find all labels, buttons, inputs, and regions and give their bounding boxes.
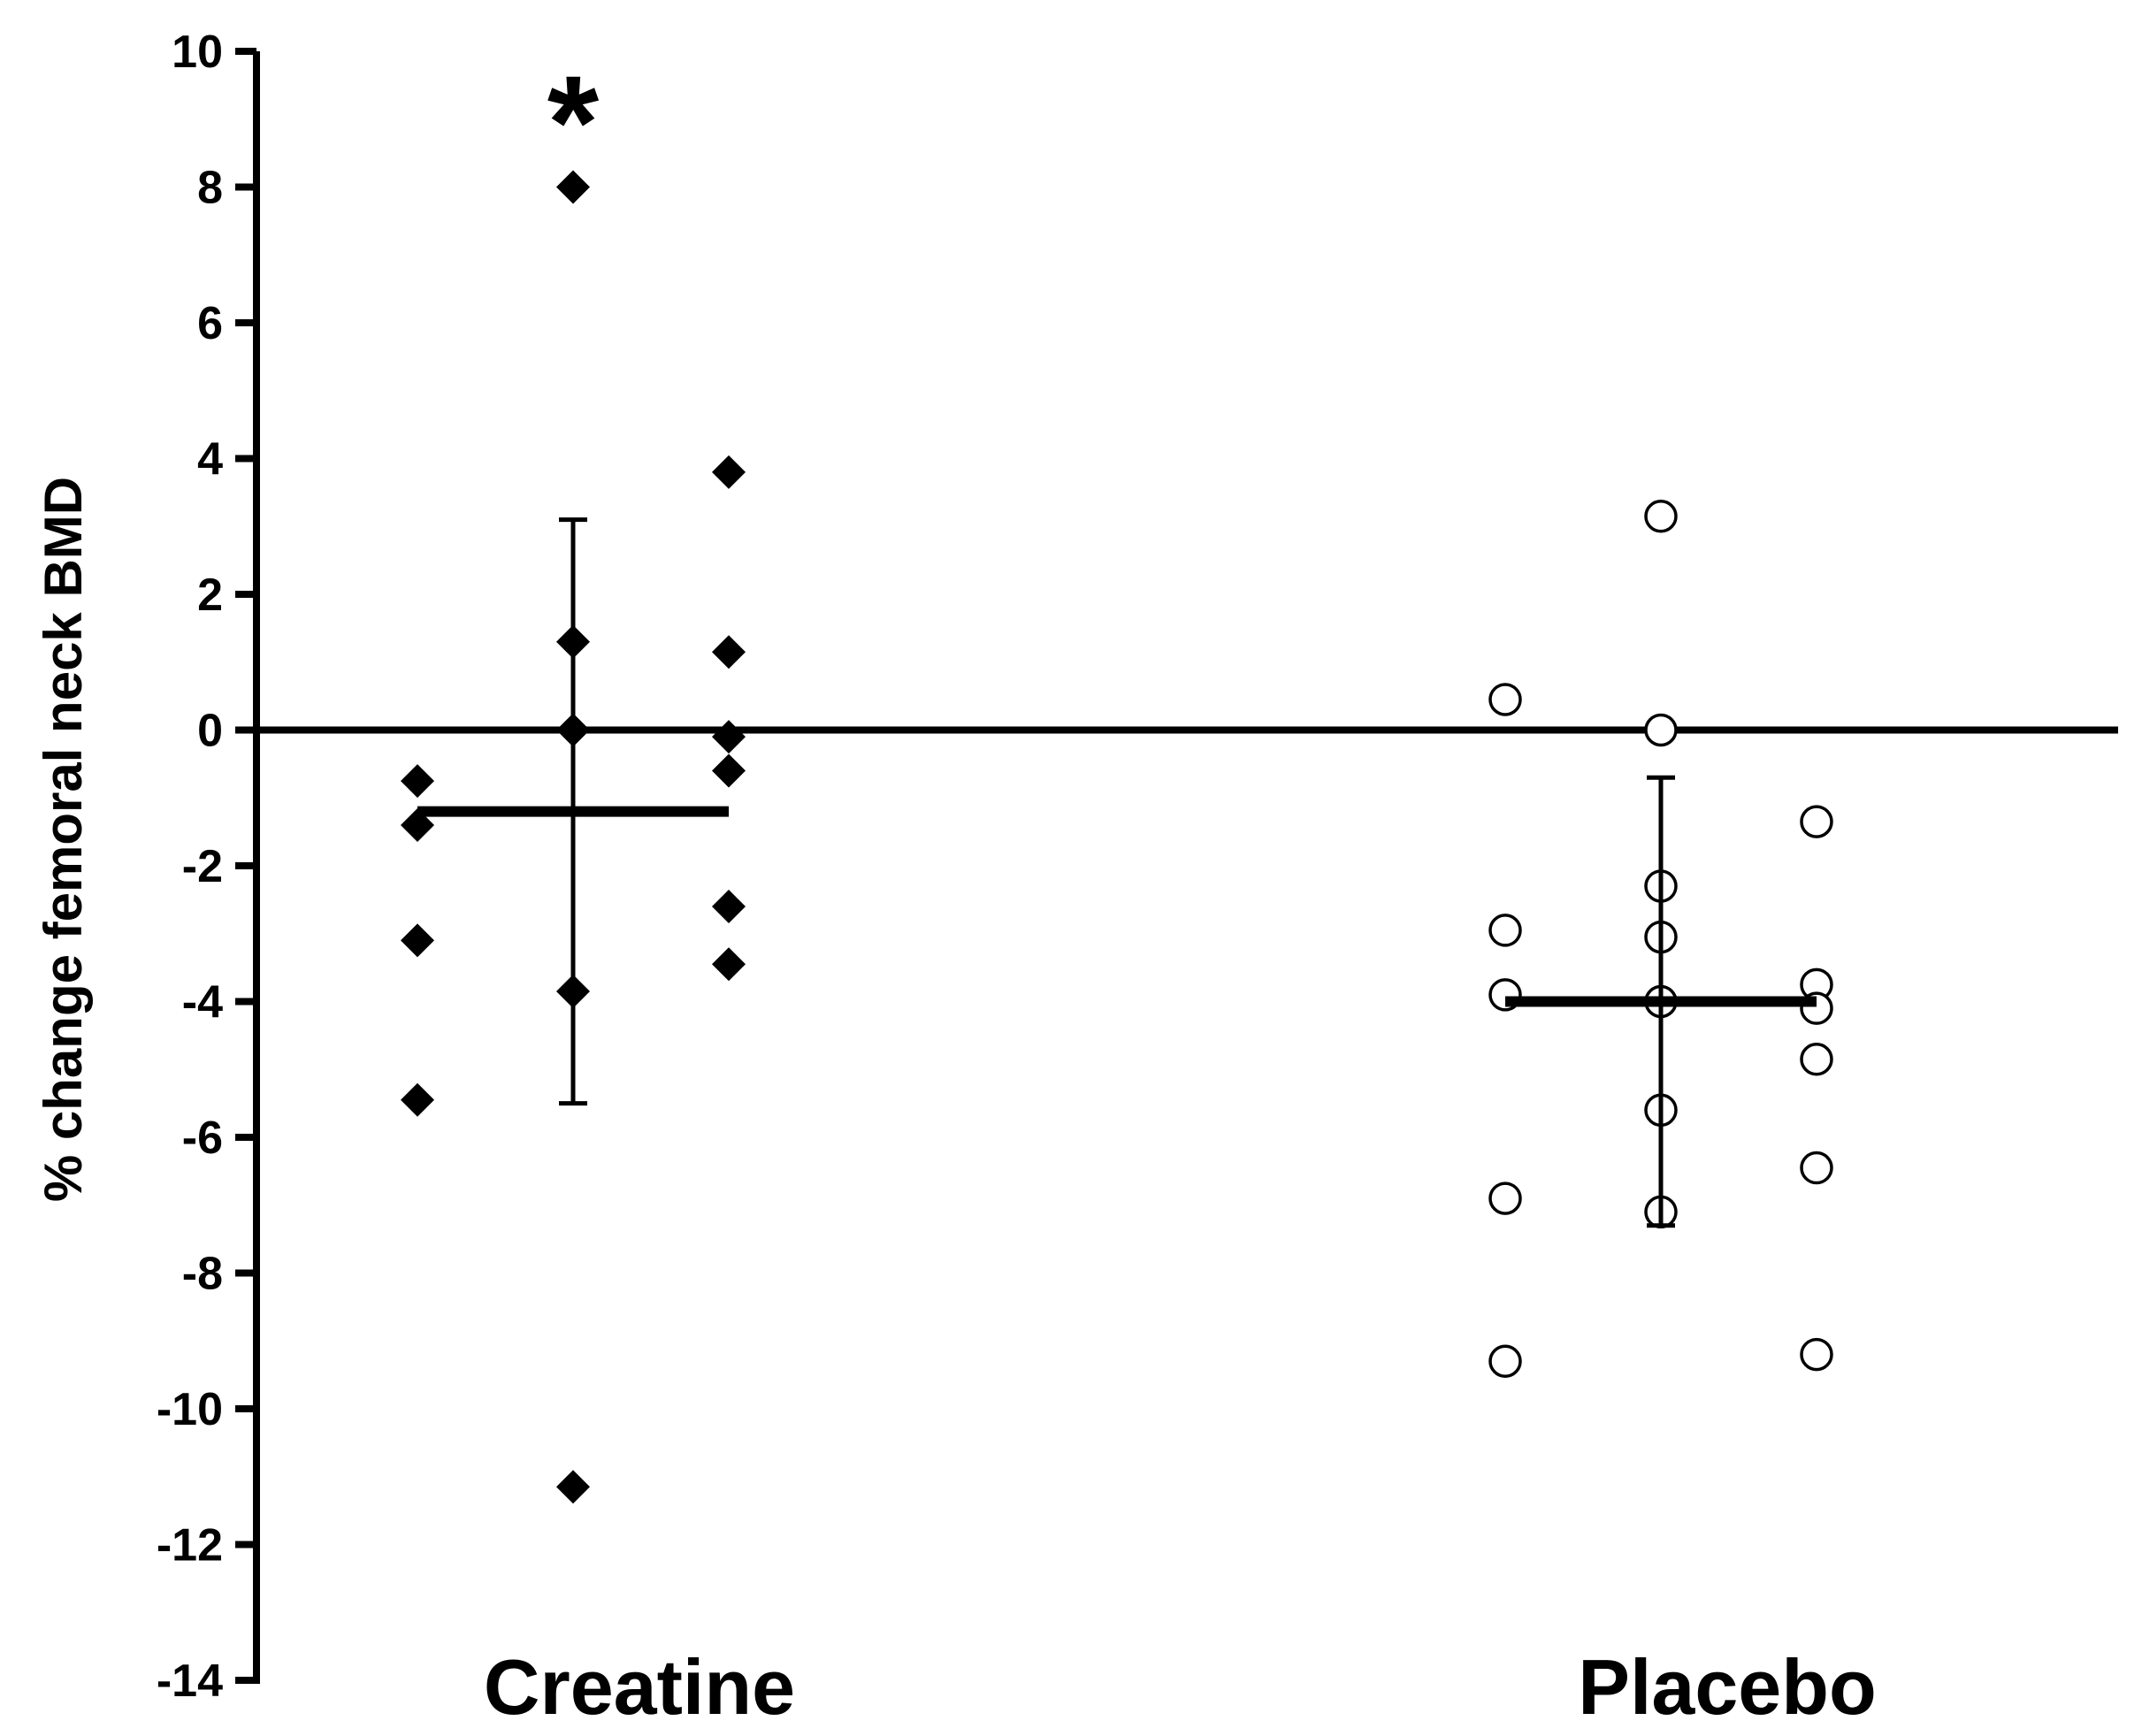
placebo-data-point [1800, 1151, 1833, 1185]
category-labels: Creatine Placebo [484, 1643, 1877, 1731]
y-tick-label: -4 [182, 977, 223, 1029]
y-tick-labels: 10 8 6 4 2 0 -2 -4 -6 -8 -10 -12 -14 [157, 27, 223, 1707]
placebo-data-point [1488, 914, 1522, 947]
creatine-data-point [712, 947, 746, 982]
significance-annotation: * [547, 48, 600, 196]
y-tick-label: -8 [182, 1249, 223, 1300]
placebo-data-point [1800, 805, 1833, 838]
placebo-data-point [1488, 683, 1522, 716]
creatine-data-point [556, 170, 590, 204]
placebo-data-point [1644, 713, 1678, 747]
y-tick-label: 6 [197, 298, 223, 349]
creatine-data-point [556, 1470, 590, 1504]
placebo-data-point [1800, 1337, 1833, 1372]
placebo-data-point [1488, 1344, 1522, 1379]
creatine-data-point [401, 923, 434, 958]
y-tick-label: 8 [197, 163, 223, 214]
creatine-data-point [712, 635, 746, 669]
y-axis [235, 48, 260, 1684]
creatine-data-point [712, 753, 746, 788]
data-points [401, 170, 1833, 1504]
category-label-creatine: Creatine [484, 1643, 795, 1731]
mean-lines [417, 806, 1817, 1007]
y-tick-label: 0 [197, 706, 223, 757]
y-tick-label: -14 [157, 1656, 223, 1707]
y-axis-label: % change femoral neck BMD [34, 477, 93, 1202]
placebo-data-point [1644, 499, 1678, 533]
error-bars [559, 517, 1675, 1228]
creatine-data-point [712, 890, 746, 924]
y-tick-label: -10 [157, 1384, 223, 1435]
y-tick-label: 4 [197, 434, 223, 486]
category-label-placebo: Placebo [1578, 1643, 1876, 1731]
y-tick-label: -2 [182, 841, 223, 892]
placebo-data-point [1800, 1042, 1833, 1076]
y-tick-label: -6 [182, 1113, 223, 1164]
creatine-data-point [712, 455, 746, 489]
creatine-data-point [712, 720, 746, 754]
creatine-data-point [401, 764, 434, 799]
y-tick-label: 2 [197, 570, 223, 621]
placebo-data-point [1488, 1182, 1522, 1215]
y-tick-label: 10 [172, 27, 223, 78]
y-tick-label: -12 [157, 1520, 223, 1572]
creatine-data-point [401, 1082, 434, 1117]
